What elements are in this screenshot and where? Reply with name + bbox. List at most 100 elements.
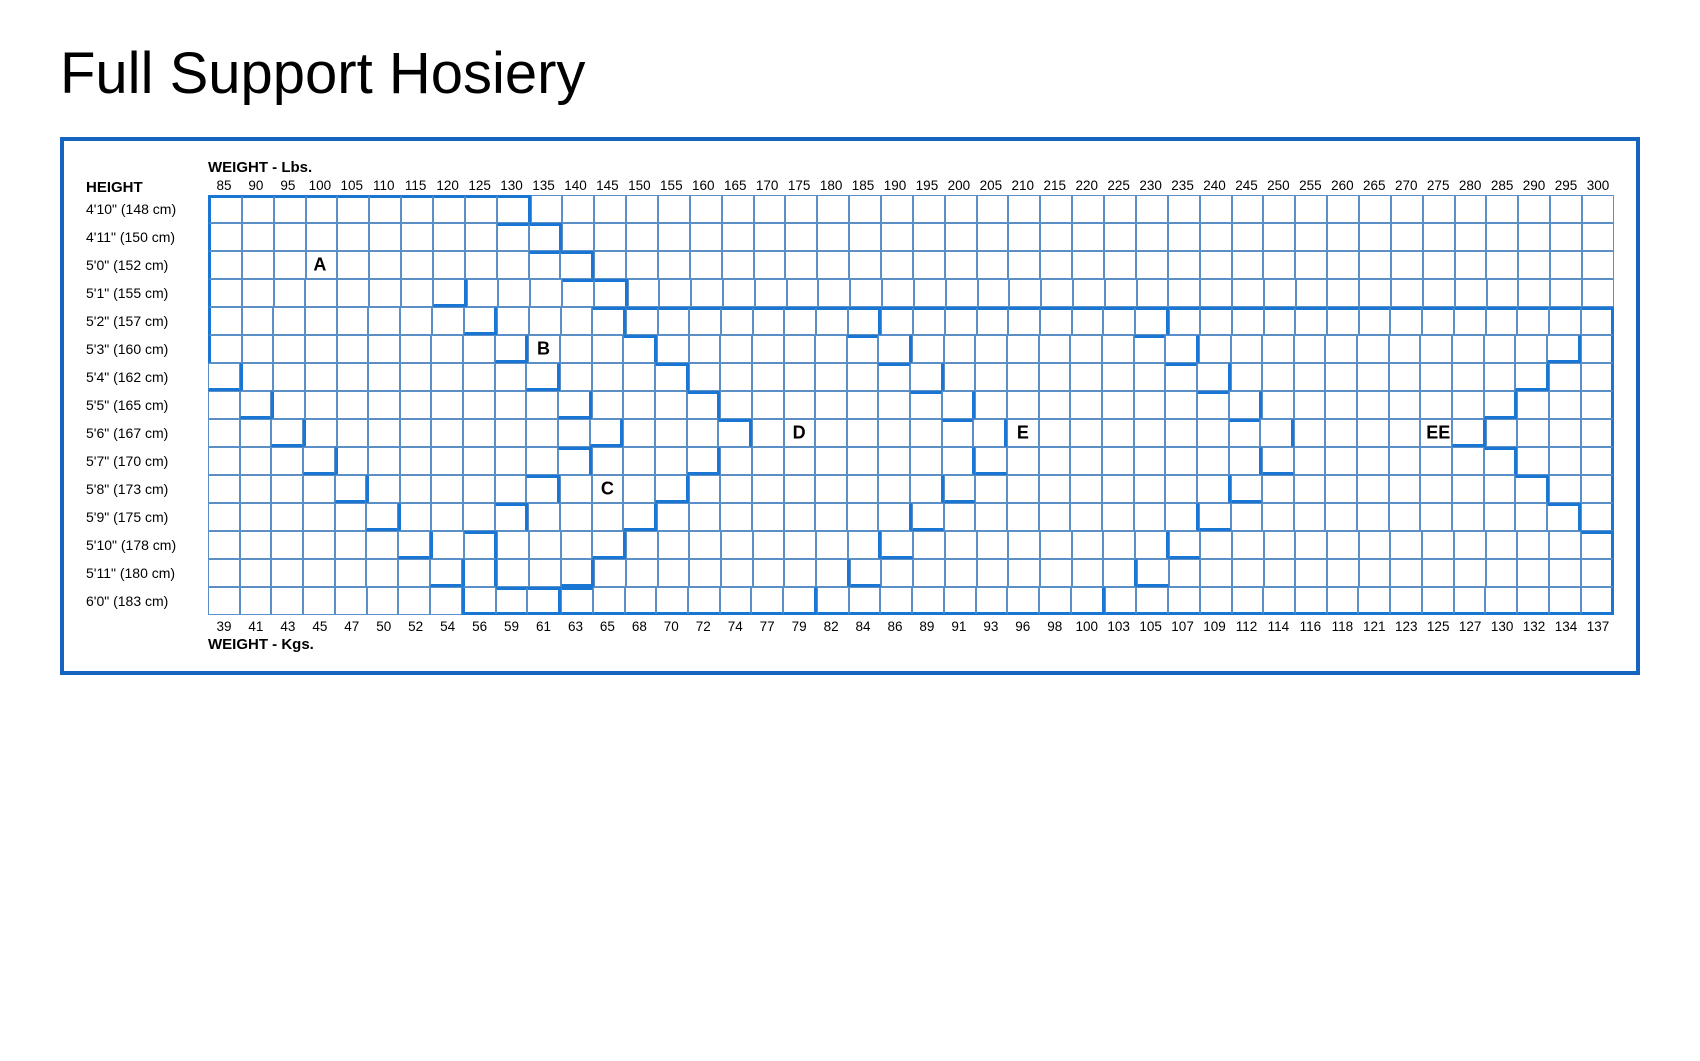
grid-cell — [1389, 335, 1421, 363]
grid-cell — [1165, 503, 1199, 531]
grid-cell — [1199, 503, 1231, 531]
grid-cell — [1517, 447, 1549, 475]
grid-cell — [1549, 419, 1581, 447]
grid-cell — [562, 195, 594, 223]
grid-cell — [560, 475, 592, 503]
grid-cell — [942, 419, 974, 447]
grid-cell — [691, 279, 723, 307]
grid-cell — [497, 251, 529, 279]
grid-cell — [1359, 223, 1391, 251]
grid-cell — [1327, 251, 1359, 279]
grid-cell — [1040, 195, 1072, 223]
grid-cell — [946, 279, 978, 307]
grid-cell — [1070, 447, 1102, 475]
grid-cell — [368, 391, 400, 419]
height-value: 5'4" (162 cm) — [86, 363, 208, 391]
grid-cell — [369, 279, 401, 307]
grid-cell — [1039, 503, 1071, 531]
grid-cell — [1389, 419, 1421, 447]
grid-cell — [784, 559, 816, 587]
grid-cell — [690, 251, 722, 279]
grid-cell — [1517, 391, 1549, 419]
grid-cell — [623, 363, 655, 391]
grid-cell — [1295, 531, 1327, 559]
grid-cell — [1581, 335, 1615, 363]
weight-kgs-value: 74 — [719, 619, 751, 634]
grid-cell — [1294, 475, 1326, 503]
grid-cell — [1517, 587, 1549, 615]
grid-cell — [977, 195, 1009, 223]
height-values: 4'10" (148 cm)4'11" (150 cm)5'0" (152 cm… — [86, 195, 208, 615]
grid-cell — [1039, 475, 1071, 503]
grid-cell — [1137, 559, 1169, 587]
grid-cell — [1039, 419, 1071, 447]
grid-cell — [1484, 447, 1518, 475]
grid-cell — [1390, 531, 1422, 559]
grid-cell — [656, 587, 688, 615]
weight-lbs-value: 185 — [847, 178, 879, 193]
grid-cell — [687, 447, 721, 475]
grid-cell — [1072, 223, 1104, 251]
grid-cell — [1325, 447, 1357, 475]
grid-cell — [242, 223, 274, 251]
grid-cell — [1264, 559, 1296, 587]
grid-cell — [1200, 279, 1232, 307]
weight-lbs-value: 140 — [559, 178, 591, 193]
grid-cell — [368, 419, 400, 447]
grid-cell — [337, 391, 369, 419]
grid-cell — [815, 363, 847, 391]
grid-cell — [528, 503, 560, 531]
grid-cell — [784, 447, 816, 475]
grid-cell — [690, 195, 722, 223]
grid-cell — [1073, 279, 1105, 307]
grid-cell — [815, 447, 847, 475]
grid-cell — [1518, 251, 1550, 279]
grid-cell — [1391, 251, 1423, 279]
grid-cell — [368, 363, 400, 391]
grid-cell — [1136, 251, 1168, 279]
grid-cell — [1325, 363, 1357, 391]
grid-cell — [303, 503, 335, 531]
grid-cell — [592, 447, 624, 475]
weight-kgs-label: WEIGHT - Kgs. — [208, 636, 1614, 653]
grid-cell — [1486, 251, 1518, 279]
grid-cell — [847, 503, 879, 531]
grid-cell — [208, 391, 240, 419]
weight-lbs-value: 295 — [1550, 178, 1582, 193]
grid-cell — [592, 531, 626, 559]
grid-cell — [367, 587, 399, 615]
weight-lbs-value: 205 — [975, 178, 1007, 193]
grid-cell — [818, 279, 850, 307]
grid-cell — [463, 419, 495, 447]
grid-cell — [306, 195, 338, 223]
weight-kgs-value: 84 — [847, 619, 879, 634]
grid-cell — [913, 531, 945, 559]
weight-kgs-value: 70 — [655, 619, 687, 634]
grid-cell — [497, 559, 529, 587]
grid-cell — [1294, 419, 1326, 447]
grid-cell — [878, 447, 910, 475]
grid-cell — [463, 447, 495, 475]
grid-cell — [1134, 335, 1166, 363]
grid-cell — [337, 307, 369, 335]
grid-cell — [1007, 419, 1039, 447]
grid-cell — [1136, 223, 1168, 251]
grid-cell — [914, 279, 946, 307]
grid-cell — [337, 419, 369, 447]
grid-cell — [1484, 335, 1516, 363]
height-value: 5'6" (167 cm) — [86, 419, 208, 447]
grid-cell — [526, 419, 558, 447]
grid-cell — [1102, 447, 1134, 475]
grid-cell — [878, 419, 910, 447]
grid-cell — [1197, 475, 1231, 503]
grid-cell — [1229, 447, 1263, 475]
grid-cell — [1295, 195, 1327, 223]
grid-cell — [1484, 475, 1516, 503]
grid-cell — [464, 531, 498, 559]
grid-cell — [1455, 195, 1487, 223]
grid-cell — [784, 391, 816, 419]
weight-lbs-value: 285 — [1486, 178, 1518, 193]
grid-cell — [271, 503, 303, 531]
grid-cell — [398, 503, 432, 531]
grid-cell — [1200, 307, 1232, 335]
